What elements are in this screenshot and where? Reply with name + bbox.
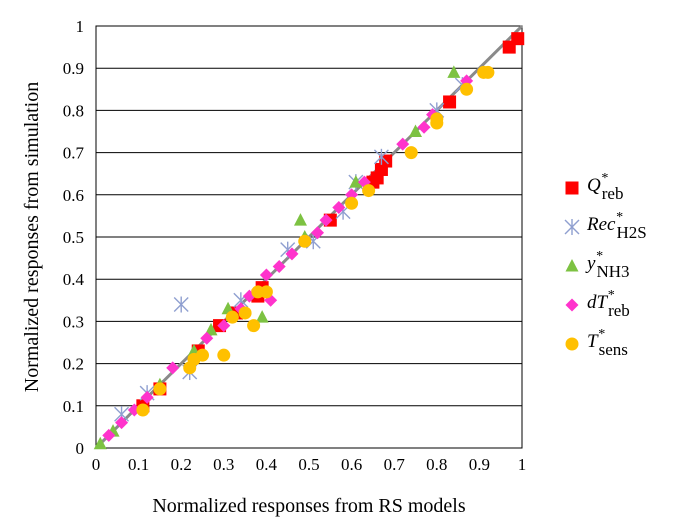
data-point bbox=[373, 148, 389, 165]
y-tick-label: 0.2 bbox=[63, 355, 84, 374]
legend-marker bbox=[565, 337, 579, 351]
y-tick-label: 0.5 bbox=[63, 228, 84, 247]
legend-label: y* NH3 bbox=[585, 249, 630, 281]
legend-marker bbox=[564, 219, 580, 235]
x-tick-label: 0.1 bbox=[128, 455, 149, 474]
data-points bbox=[93, 32, 525, 450]
x-tick-label: 0.9 bbox=[469, 455, 490, 474]
data-point bbox=[430, 112, 444, 126]
data-point bbox=[396, 137, 410, 151]
x-tick-label: 0 bbox=[92, 455, 101, 474]
data-point bbox=[115, 416, 129, 430]
data-point bbox=[259, 285, 273, 299]
data-point bbox=[293, 213, 307, 226]
x-tick-label: 0.4 bbox=[256, 455, 278, 474]
data-point bbox=[166, 361, 180, 375]
data-point bbox=[511, 32, 525, 46]
data-point bbox=[140, 390, 154, 404]
data-point bbox=[481, 65, 495, 79]
data-point bbox=[102, 428, 116, 442]
y-tick-label: 0 bbox=[76, 439, 85, 458]
data-point bbox=[153, 382, 167, 396]
series-4 bbox=[136, 65, 495, 417]
x-tick-label: 0.5 bbox=[298, 455, 319, 474]
data-point bbox=[217, 348, 231, 362]
y-tick-label: 0.3 bbox=[63, 312, 84, 331]
y-axis-title: Normalized responses from simulation bbox=[21, 82, 43, 393]
data-point bbox=[409, 124, 422, 137]
y-tick-label: 0.7 bbox=[63, 144, 85, 163]
y-tick-label: 1 bbox=[76, 17, 85, 36]
y-tick-label: 0.1 bbox=[63, 397, 84, 416]
legend-label: Rec* H2S bbox=[586, 210, 647, 242]
legend-label: Q* reb bbox=[587, 171, 623, 203]
data-point bbox=[200, 331, 214, 345]
data-point bbox=[460, 82, 474, 96]
data-point bbox=[285, 247, 299, 261]
data-point bbox=[136, 403, 150, 417]
x-tick-label: 1 bbox=[518, 455, 527, 474]
data-point bbox=[173, 296, 189, 313]
data-point bbox=[272, 260, 286, 274]
x-tick-label: 0.6 bbox=[341, 455, 362, 474]
plot-area-frame bbox=[95, 25, 523, 449]
axis-tick-labels: 0 0.1 0.2 0.3 0.4 0.5 0.6 0.7 0.8 0.9 1 0 0.1 0.2 0.3 0… bbox=[63, 17, 527, 474]
data-point bbox=[311, 226, 325, 240]
data-point bbox=[349, 175, 363, 188]
data-point bbox=[217, 319, 231, 333]
legend-label: T* sens bbox=[587, 327, 628, 359]
legend-marker bbox=[565, 181, 579, 195]
data-point bbox=[404, 146, 418, 160]
data-point bbox=[255, 310, 269, 323]
data-point bbox=[225, 310, 239, 324]
data-point bbox=[417, 120, 431, 134]
data-point bbox=[443, 95, 457, 109]
y-tick-label: 0.4 bbox=[63, 270, 85, 289]
x-axis-title: Normalized responses from RS models bbox=[152, 495, 465, 517]
x-tick-label: 0.2 bbox=[171, 455, 192, 474]
legend-marker bbox=[565, 259, 579, 272]
data-point bbox=[345, 196, 359, 210]
legend-marker bbox=[565, 298, 579, 312]
x-tick-label: 0.7 bbox=[384, 455, 406, 474]
data-point bbox=[298, 234, 312, 248]
y-tick-label: 0.8 bbox=[63, 101, 84, 120]
legend-label: dT* reb bbox=[587, 288, 630, 320]
data-point bbox=[319, 213, 333, 227]
data-point bbox=[204, 322, 218, 336]
legend: Q* reb Rec* H2S y* NH3 dT* reb T* sens bbox=[564, 171, 647, 359]
data-point bbox=[93, 436, 107, 450]
data-point bbox=[259, 268, 273, 282]
x-tick-label: 0.3 bbox=[213, 455, 234, 474]
data-point bbox=[238, 306, 252, 320]
data-point bbox=[247, 319, 261, 333]
x-tick-label: 0.8 bbox=[426, 455, 447, 474]
data-point bbox=[332, 200, 346, 214]
data-point bbox=[362, 184, 376, 198]
data-point bbox=[196, 348, 209, 362]
y-tick-label: 0.6 bbox=[63, 186, 84, 205]
data-point bbox=[447, 65, 461, 78]
y-tick-label: 0.9 bbox=[63, 59, 84, 78]
